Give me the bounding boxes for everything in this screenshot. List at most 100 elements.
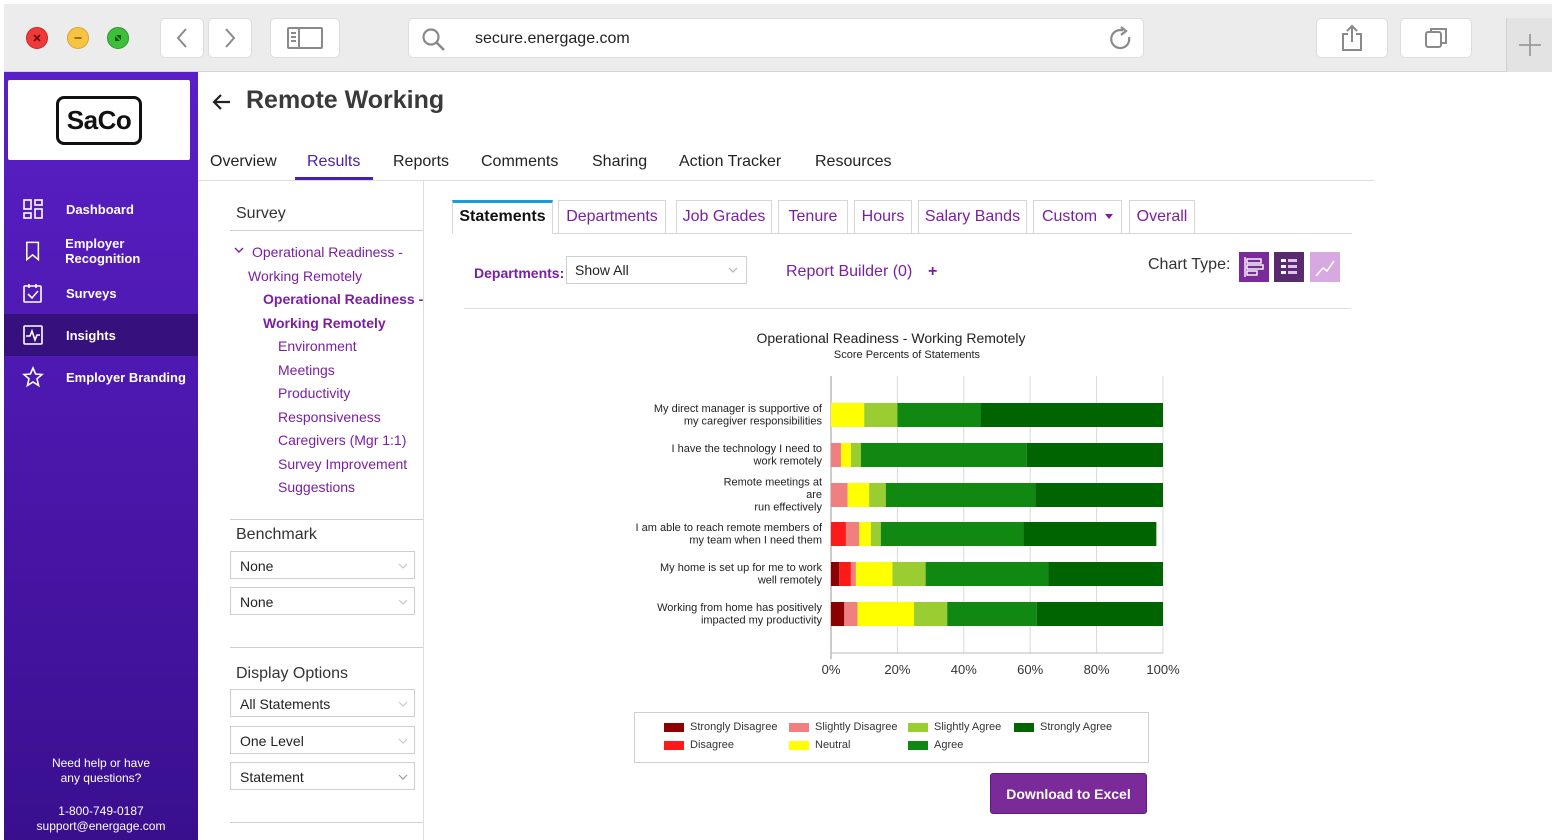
address-bar[interactable]: secure.energage.com [408,18,1144,58]
tab-sharing[interactable]: Sharing [592,153,648,170]
legend-item: Slightly Agree [908,721,1001,733]
subtab-overall[interactable]: Overall [1129,200,1195,234]
bar-segment[interactable] [885,483,1036,507]
bar-segment[interactable] [831,483,848,507]
tree-root-line2[interactable]: Working Remotely [248,268,363,284]
tree-root-line1[interactable]: Operational Readiness - [252,244,403,260]
support-phone[interactable]: 1-800-749-0187 [58,804,144,818]
bar-segment[interactable] [864,403,898,427]
legend-swatch [664,740,684,750]
tree-item-suggestions[interactable]: Suggestions [278,479,356,495]
bar-segment[interactable] [839,562,851,586]
chart-type-grid-button[interactable] [1274,252,1304,282]
bar-segment[interactable] [855,562,893,586]
company-logo[interactable]: SaCo [8,80,190,160]
bar-segment[interactable] [1035,483,1163,507]
subtab-departments[interactable]: Departments [558,200,666,234]
bar-segment[interactable] [850,443,861,467]
bar-segment[interactable] [857,602,914,626]
display-type-select[interactable]: Statement [230,762,415,790]
bar-segment[interactable] [831,562,840,586]
tab-resources[interactable]: Resources [815,153,892,170]
tree-selected-line2[interactable]: Working Remotely [263,315,386,331]
bar-segment[interactable] [980,403,1163,427]
maximize-window-button[interactable] [107,27,129,49]
sidebar-item-employer-recognition[interactable]: Employer Recognition [4,230,198,272]
benchmark-select-2[interactable]: None [230,587,415,615]
report-builder-add[interactable]: + [928,263,938,280]
tab-action-tracker[interactable]: Action Tracker [679,153,782,170]
subtab-custom[interactable]: Custom [1033,200,1122,234]
bar-segment[interactable] [1026,443,1163,467]
subtab-tenure[interactable]: Tenure [778,200,848,234]
tree-item-environment[interactable]: Environment [278,338,357,354]
tree-item-productivity[interactable]: Productivity [278,385,351,401]
benchmark-select-1[interactable]: None [230,551,415,579]
bar-segment[interactable] [831,602,845,626]
chart-type-line-button[interactable] [1310,252,1340,282]
bar-segment[interactable] [844,602,858,626]
bar-segment[interactable] [925,562,1049,586]
bar-segment[interactable] [845,522,860,546]
sidebar-toggle-button[interactable] [270,18,340,58]
bar-segment[interactable] [831,522,846,546]
subtab-job-grades[interactable]: Job Grades [676,200,772,234]
tree-item-meetings[interactable]: Meetings [278,362,335,378]
bar-segment[interactable] [1023,522,1157,546]
report-builder-link[interactable]: Report Builder (0) [786,263,913,280]
browser-back-button[interactable] [160,18,204,58]
display-statements-select[interactable]: All Statements [230,689,415,717]
category-label: Remote meetings at [724,477,822,489]
reload-icon[interactable] [1107,25,1135,53]
departments-select[interactable]: Show All [566,256,747,284]
departments-select-value: Show All [575,262,629,278]
chevron-down-icon[interactable] [233,245,245,255]
tab-reports[interactable]: Reports [393,153,450,170]
browser-forward-button[interactable] [208,18,252,58]
bar-segment[interactable] [860,443,1027,467]
bar-segment[interactable] [831,403,865,427]
minimize-window-button[interactable] [67,27,89,49]
bar-segment[interactable] [1036,602,1163,626]
display-level-select[interactable]: One Level [230,726,415,754]
tree-item-caregivers[interactable]: Caregivers (Mgr 1:1) [278,432,407,448]
tab-overview[interactable]: Overview [210,153,277,170]
sidebar-item-surveys[interactable]: Surveys [4,272,198,314]
tab-comments[interactable]: Comments [481,153,559,170]
category-label: I am able to reach remote members of [636,522,823,534]
bar-segment[interactable] [847,483,870,507]
bar-segment[interactable] [880,522,1024,546]
bar-segment[interactable] [897,403,981,427]
tabs-overview-button[interactable] [1400,18,1472,58]
close-window-button[interactable] [26,27,48,49]
bar-segment[interactable] [870,522,881,546]
bar-segment[interactable] [947,602,1037,626]
subtab-hours[interactable]: Hours [854,200,912,234]
sidebar-item-insights[interactable]: Insights [4,314,198,356]
support-email[interactable]: support@energage.com [36,819,166,833]
search-icon [422,28,445,51]
bar-segment[interactable] [850,562,856,586]
sidebar-item-employer-branding[interactable]: Employer Branding [4,356,198,398]
sidebar-item-dashboard[interactable]: Dashboard [4,188,198,230]
chart-type-bar-button[interactable] [1239,252,1269,282]
tab-results[interactable]: Results [307,153,361,170]
tree-item-survey-improvement[interactable]: Survey Improvement [278,456,408,472]
url-text: secure.energage.com [475,30,630,47]
share-button[interactable] [1316,18,1388,58]
sidebar-nav: Dashboard Employer Recognition Surveys I… [4,188,198,398]
back-arrow-icon[interactable] [210,90,234,114]
bar-segment[interactable] [831,443,841,467]
bar-segment[interactable] [859,522,871,546]
bar-segment[interactable] [840,443,851,467]
subtab-statements[interactable]: Statements [452,200,553,234]
download-excel-button[interactable]: Download to Excel [990,773,1147,814]
tree-selected-line1[interactable]: Operational Readiness - [263,291,424,307]
bar-segment[interactable] [1048,562,1163,586]
bar-segment[interactable] [892,562,926,586]
bar-segment[interactable] [869,483,886,507]
bar-segment[interactable] [914,602,948,626]
tree-item-responsiveness[interactable]: Responsiveness [278,409,381,425]
new-tab-button[interactable] [1506,18,1552,72]
subtab-salary-bands[interactable]: Salary Bands [918,200,1027,234]
